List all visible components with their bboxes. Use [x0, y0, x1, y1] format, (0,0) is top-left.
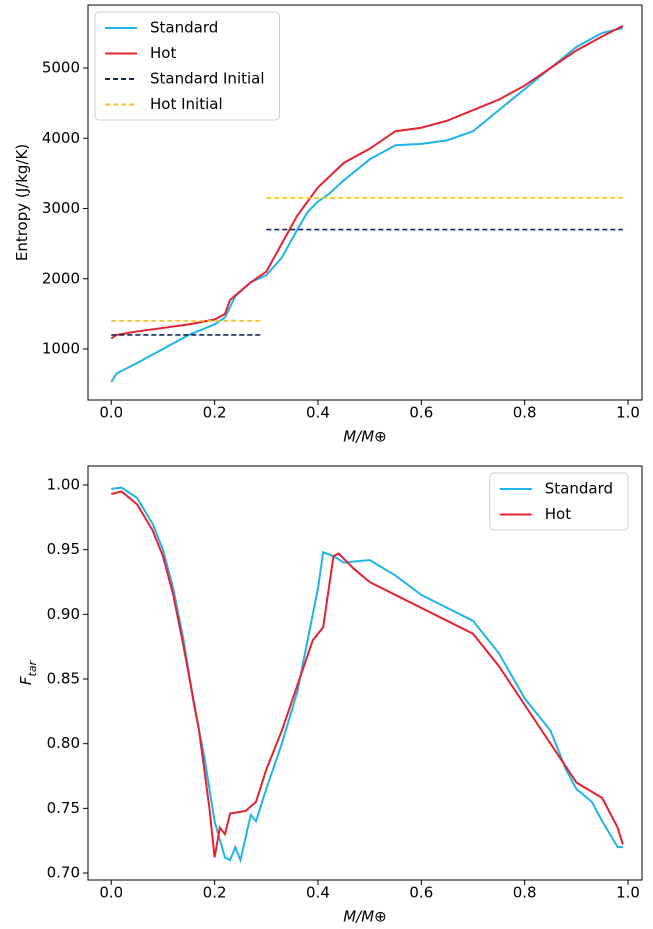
y-tick-label: 0.80	[47, 734, 80, 752]
y-tick-label: 0.70	[47, 864, 80, 882]
legend-label: Hot	[150, 44, 176, 62]
x-tick-label: 0.6	[409, 884, 433, 902]
x-tick-label: 0.4	[306, 884, 330, 902]
x-axis-label: M/M⊕	[343, 428, 387, 446]
y-tick-label: 4000	[42, 129, 80, 147]
y-axis-label-part: tar	[26, 659, 39, 676]
x-tick-label: 1.0	[616, 884, 640, 902]
y-tick-label: 1.00	[47, 476, 80, 494]
series-line	[110, 26, 624, 383]
x-tick-label: 0.0	[99, 404, 123, 422]
legend-label: Standard	[545, 480, 613, 498]
series-line	[111, 197, 623, 322]
legend-box	[94, 11, 281, 121]
y-axis-label: Ftar	[17, 659, 39, 685]
y-tick-label: 0.85	[47, 670, 80, 688]
y-axis-label: Entropy (J/kg/K)	[13, 144, 31, 261]
series-line	[111, 228, 623, 336]
y-axis-label-part: Entropy (J/kg/K)	[13, 144, 31, 261]
x-tick-label: 0.6	[409, 404, 433, 422]
legend: Standard Hot Standard Initial Hot Initial	[94, 11, 281, 121]
y-tick-label: 0.90	[47, 605, 80, 623]
legend-box	[489, 472, 629, 531]
series-line	[110, 24, 624, 340]
x-tick-label: 0.0	[99, 884, 123, 902]
legend: Standard Hot	[489, 472, 629, 531]
y-tick-label: 0.75	[47, 799, 80, 817]
y-axis-label-part: F	[17, 676, 35, 685]
plot-frame	[87, 465, 643, 881]
x-tick-label: 0.8	[513, 404, 537, 422]
legend-label: Hot Initial	[150, 95, 223, 113]
y-tick-label: 1000	[42, 340, 80, 358]
y-tick-label: 3000	[42, 199, 80, 217]
x-tick-label: 1.0	[616, 404, 640, 422]
series-line	[111, 490, 624, 858]
legend-label: Hot	[545, 505, 571, 523]
x-tick-label: 0.8	[513, 884, 537, 902]
legend-label: Standard	[150, 19, 218, 37]
x-tick-label: 0.2	[203, 404, 227, 422]
y-tick-label: 2000	[42, 269, 80, 287]
x-tick-label: 0.4	[306, 404, 330, 422]
y-tick-label: 0.95	[47, 540, 80, 558]
x-axis-label: M/M⊕	[343, 908, 387, 926]
y-tick-label: 5000	[42, 59, 80, 77]
plot-frame	[87, 4, 643, 401]
x-tick-label: 0.2	[203, 884, 227, 902]
legend-label: Standard Initial	[150, 70, 265, 88]
